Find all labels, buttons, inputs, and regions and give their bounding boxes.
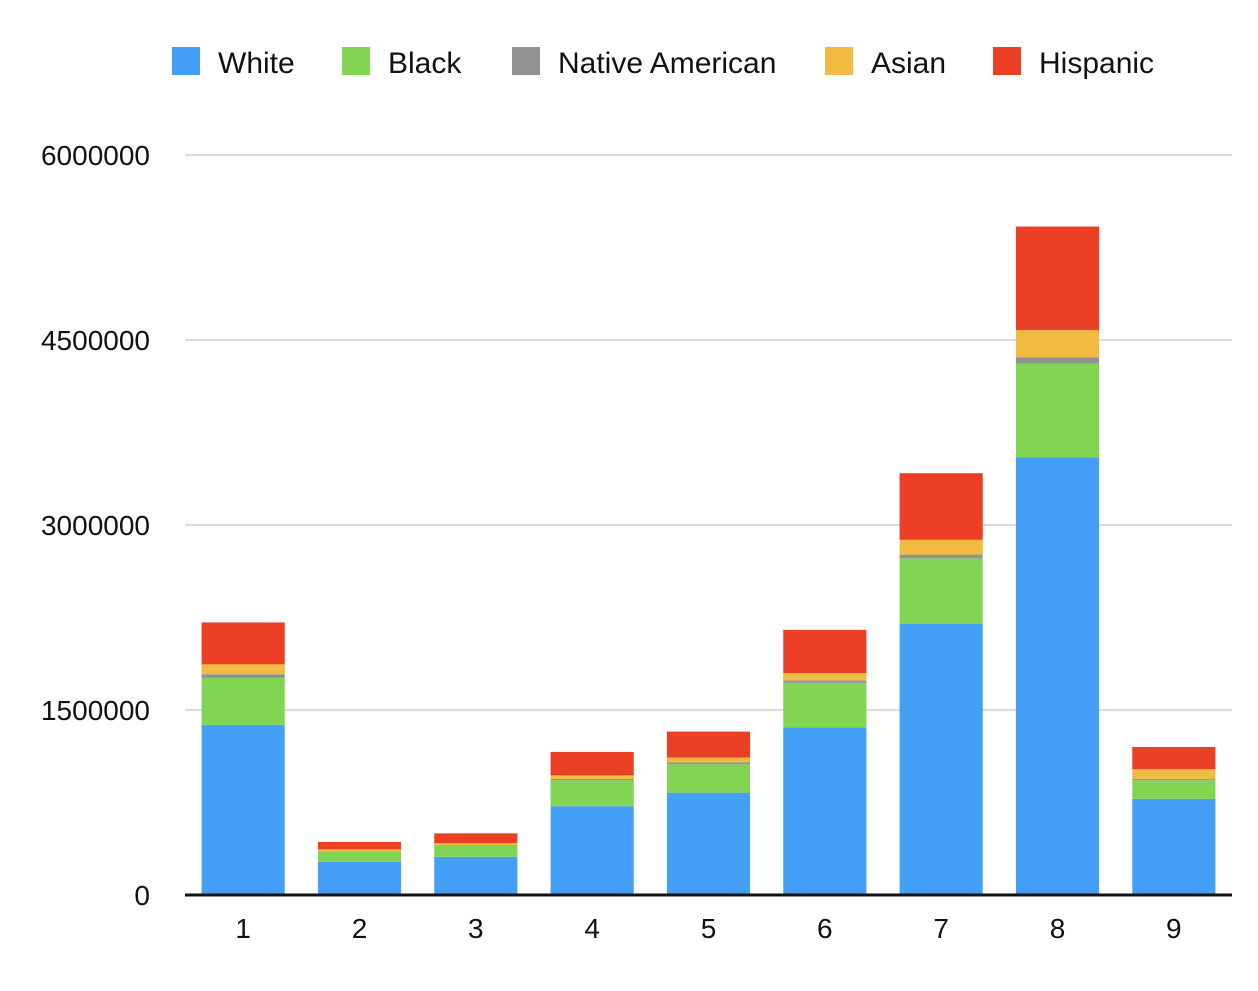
bar-segment-hispanic <box>1132 747 1216 770</box>
bar-segment-hispanic <box>434 833 518 844</box>
y-tick-label: 0 <box>134 880 150 911</box>
y-tick-label: 4500000 <box>41 325 150 356</box>
legend-swatch <box>172 47 200 75</box>
y-tick-label: 1500000 <box>41 695 150 726</box>
bar-stack <box>783 629 867 895</box>
x-tick-label: 7 <box>933 913 949 944</box>
bar-segment-white <box>666 792 751 895</box>
bar-segment-asian <box>550 775 634 780</box>
bar-stack <box>1132 747 1216 895</box>
legend-label: Hispanic <box>1039 47 1154 80</box>
bar-segment-asian <box>201 664 285 675</box>
legend-label: Native American <box>558 47 776 80</box>
legend-swatch <box>825 47 853 75</box>
bar-segment-hispanic <box>666 731 751 758</box>
bar-segment-black <box>783 682 867 728</box>
bar-segment-native-american <box>434 845 518 846</box>
bar-segment-white <box>899 623 983 895</box>
legend-item: Hispanic <box>993 47 1154 80</box>
legend-item: Asian <box>825 47 946 80</box>
bar-stack <box>899 473 983 895</box>
bar-segment-native-american <box>1132 779 1216 781</box>
bar-segment-black <box>317 851 402 862</box>
bar-segment-asian <box>1015 330 1100 358</box>
bar-segment-white <box>201 724 285 895</box>
legend-label: Asian <box>871 47 946 80</box>
x-tick-label: 5 <box>701 913 717 944</box>
x-tick-label: 9 <box>1166 913 1182 944</box>
legend-swatch <box>342 47 370 75</box>
bar-segment-native-american <box>201 674 285 678</box>
axes: 0 1500000 3000000 4500000 6000000 1 2 3 4 5 6 7 8 9 <box>41 140 1232 944</box>
bar-segment-native-american <box>317 851 402 852</box>
bar-segment-white <box>783 727 867 895</box>
x-tick-label: 6 <box>817 913 833 944</box>
bar-stack <box>201 622 285 895</box>
bar-segment-white <box>317 861 402 895</box>
legend-label: White <box>218 47 295 80</box>
x-tick-label: 4 <box>584 913 600 944</box>
bar-stack <box>1015 226 1100 895</box>
bar-stack <box>550 751 634 895</box>
bar-segment-asian <box>666 757 751 763</box>
bar-segment-native-american <box>550 779 634 781</box>
bar-segment-asian <box>317 849 402 852</box>
bar-segment-hispanic <box>783 629 867 673</box>
legend-swatch <box>512 47 540 75</box>
bar-stack <box>434 833 518 895</box>
bar-segment-white <box>434 856 518 895</box>
bar-segment-native-american <box>899 554 983 559</box>
bar-segment-black <box>1132 780 1216 799</box>
bar-segment-native-american <box>783 680 867 683</box>
legend-swatch <box>993 47 1021 75</box>
bar-segment-hispanic <box>201 622 285 665</box>
bar-segment-native-american <box>1015 357 1100 364</box>
bar-stack <box>317 841 402 895</box>
bar-segment-black <box>1015 363 1100 458</box>
bar-segment-asian <box>899 539 983 555</box>
bar-segment-native-american <box>666 762 751 765</box>
bar-segment-asian <box>1132 769 1216 780</box>
bar-segment-black <box>899 558 983 624</box>
legend-item: Native American <box>512 47 776 80</box>
x-tick-label: 1 <box>235 913 251 944</box>
bar-segment-white <box>550 806 634 895</box>
legend-item: White <box>172 47 295 80</box>
bar-segment-black <box>550 780 634 807</box>
bar-segment-black <box>666 764 751 793</box>
bar-segment-hispanic <box>550 751 634 776</box>
bar-segment-asian <box>434 843 518 846</box>
y-tick-label: 3000000 <box>41 510 150 541</box>
legend-item: Black <box>342 47 462 80</box>
bar-segment-hispanic <box>1015 226 1100 331</box>
bar-segment-white <box>1132 798 1216 895</box>
bar-segment-black <box>434 845 518 857</box>
bar-segment-black <box>201 677 285 725</box>
bar-segment-asian <box>783 673 867 681</box>
legend-label: Black <box>388 47 462 80</box>
x-tick-label: 3 <box>468 913 484 944</box>
x-tick-label: 8 <box>1050 913 1066 944</box>
bar-segment-white <box>1015 457 1100 895</box>
x-tick-label: 2 <box>352 913 368 944</box>
bar-stack <box>666 731 751 895</box>
y-tick-label: 6000000 <box>41 140 150 171</box>
bars <box>201 226 1216 895</box>
bar-segment-hispanic <box>317 841 402 850</box>
legend: White Black Native American Asian Hispanic <box>172 47 1154 80</box>
bar-segment-hispanic <box>899 473 983 540</box>
